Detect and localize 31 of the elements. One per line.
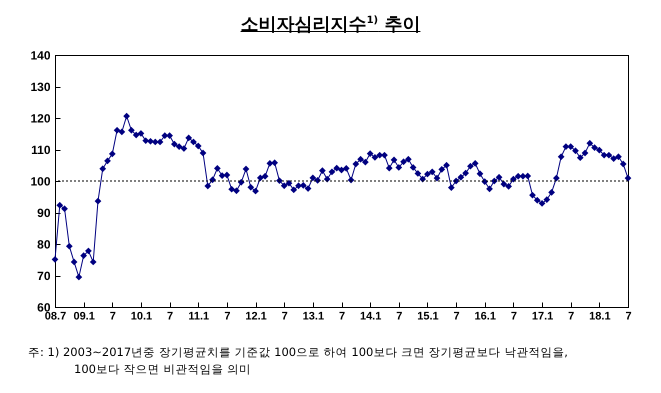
y-tick-label: 140 [30, 48, 51, 62]
x-tick-label: 18.1 [589, 310, 611, 322]
x-tick-label: 7 [396, 310, 402, 322]
x-tick-label: 13.1 [302, 310, 324, 322]
x-tick-label: 16.1 [474, 310, 496, 322]
text: 주: 1) 2003~2017년중 장기평균치를 기준값 100으로 하여 100보다 크면 장기평균보다 낙관적임을, 100보다 작으면 비관적임을 의미 [28, 344, 569, 378]
x-tick-label: 14.1 [360, 310, 382, 322]
chart-title: 소비자심리지수$^{1)}$ 추이 [240, 14, 420, 35]
x-tick-label: 09.1 [73, 310, 95, 322]
y-tick-label: 100 [30, 174, 51, 188]
x-tick-label: 7 [454, 310, 460, 322]
y-tick-label: 120 [30, 112, 51, 126]
x-tick-label: 17.1 [532, 310, 554, 322]
y-tick-label: 80 [37, 238, 51, 252]
y-tick-label: 90 [37, 206, 51, 220]
y-tick-label: 130 [30, 80, 51, 94]
x-tick-label: 15.1 [417, 310, 439, 322]
x-tick-label: 10.1 [130, 310, 152, 322]
x-tick-label: 7 [224, 310, 230, 322]
x-tick-label: 7 [167, 310, 174, 322]
x-tick-label: 08.7 [44, 310, 66, 322]
y-tick-label: 110 [31, 143, 51, 157]
x-tick-label: 7 [568, 310, 574, 322]
x-tick-label: 7 [282, 310, 288, 322]
x-tick-label: 7 [110, 310, 116, 322]
x-tick-label: 7 [510, 310, 517, 322]
x-tick-label: 7 [338, 310, 346, 322]
x-tick-label: 12.1 [245, 310, 267, 322]
x-tick-label: 11.1 [188, 310, 210, 322]
y-tick-label: 70 [37, 269, 51, 283]
x-tick-label: 7 [625, 310, 632, 322]
